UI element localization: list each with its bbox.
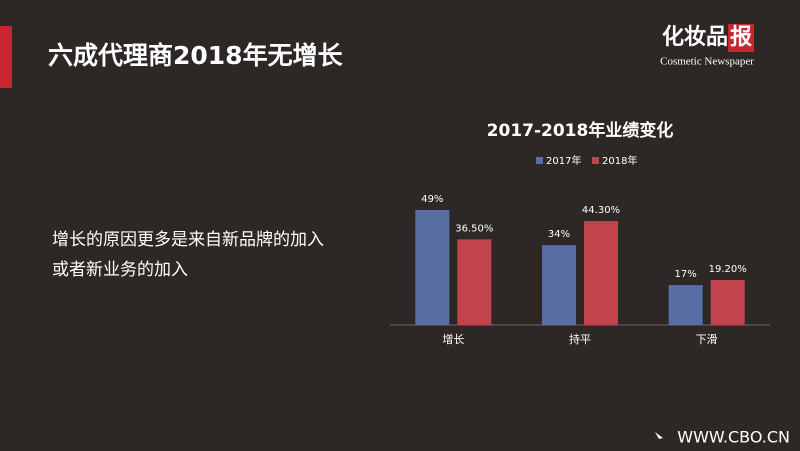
- bar: [415, 210, 450, 325]
- value-label: 34%: [548, 229, 570, 240]
- footer-url: WWW.CBO.CN: [677, 428, 790, 447]
- legend-label: 2018年: [602, 154, 637, 167]
- logo-box: [728, 24, 754, 52]
- bar: [710, 279, 745, 325]
- value-label: 44.30%: [582, 205, 620, 216]
- bird-icon: [655, 432, 663, 439]
- chart-title: 2017-2018年业绩变化: [487, 120, 674, 141]
- value-label: 17%: [675, 269, 697, 280]
- body-text: 增长的原因更多是来自新品牌的加入: [52, 230, 324, 250]
- logo-subtitle: Cosmetic Newspaper: [660, 56, 754, 68]
- bar: [668, 285, 703, 325]
- value-label: 19.20%: [709, 264, 747, 275]
- slide-title: 六成代理商2018年无增长: [48, 41, 344, 70]
- legend-swatch: [592, 157, 599, 164]
- value-label: 36.50%: [455, 223, 493, 234]
- x-tick-label: 增长: [442, 332, 464, 346]
- bar: [457, 239, 492, 325]
- legend-swatch: [536, 157, 543, 164]
- x-tick-label: 下滑: [696, 333, 718, 346]
- body-text: 或者新业务的加入: [52, 260, 188, 280]
- logo-text-mark: 报: [730, 25, 752, 50]
- accent-bar: [0, 26, 12, 88]
- bar: [584, 221, 618, 325]
- bar: [542, 245, 576, 325]
- x-tick-label: 持平: [569, 332, 591, 346]
- logo-text: 化妆品: [662, 24, 728, 50]
- legend-label: 2017年: [546, 154, 581, 167]
- value-label: 49%: [421, 194, 443, 205]
